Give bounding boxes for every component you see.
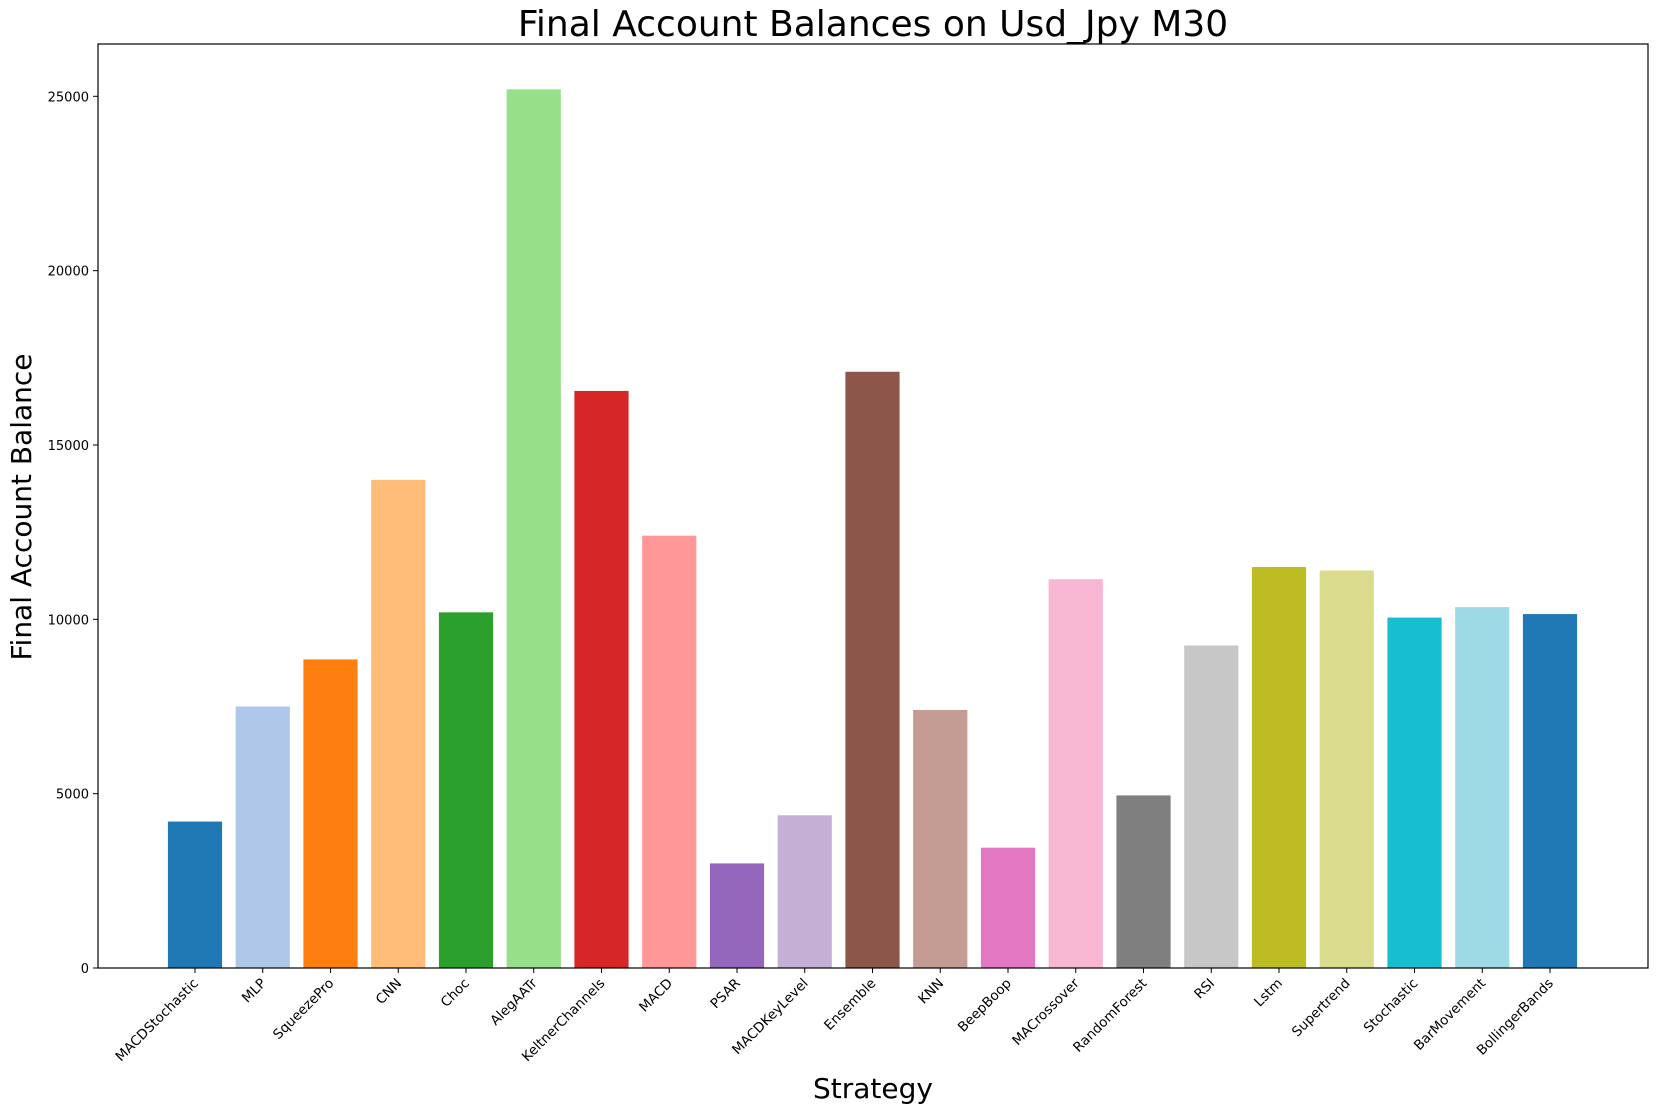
bar-choc: [438, 612, 494, 968]
y-tick-label: 25000: [48, 90, 89, 105]
bar-ensemble: [845, 371, 900, 968]
bar-randomforest: [1116, 795, 1171, 968]
bar-keltnerchannels: [574, 390, 629, 968]
chart-title: Final Account Balances on Usd_Jpy M30: [518, 4, 1228, 45]
x-tick-label: MACrossover: [1009, 975, 1083, 1049]
bar-beepboop: [980, 847, 1036, 968]
x-tick-label: RandomForest: [1070, 976, 1150, 1056]
x-tick-label: MACD: [636, 976, 676, 1016]
bar-alegaatr: [506, 89, 561, 968]
plot-frame: [97, 43, 1649, 969]
bar-bollingerbands: [1522, 614, 1578, 968]
x-axis-label: Strategy: [813, 1072, 933, 1105]
x-tick-label: AlegAATr: [487, 975, 541, 1029]
y-axis-ticks: 0 5000 10000 15000 20000 25000: [48, 90, 98, 977]
x-tick-label: Ensemble: [821, 976, 879, 1034]
bar-supertrend: [1319, 570, 1374, 968]
bar-stochastic: [1387, 617, 1442, 968]
bar-lstm: [1251, 567, 1307, 968]
bar-macdkeylevel: [777, 815, 832, 968]
bar-rsi: [1184, 645, 1239, 968]
x-tick-label: RSI: [1191, 976, 1218, 1003]
x-tick-label: MLP: [239, 976, 270, 1007]
x-tick-label: BarMovement: [1411, 976, 1489, 1054]
bar-squeezepro: [303, 659, 358, 968]
y-axis-label: Final Account Balance: [5, 353, 38, 660]
y-tick-label: 10000: [48, 613, 89, 628]
x-tick-label: MACDStochastic: [112, 976, 201, 1065]
x-tick-label: Choc: [438, 976, 473, 1011]
x-axis-ticks: MACDStochastic MLP SqueezePro CNN Choc AlegAA…: [112, 968, 1557, 1065]
y-tick-label: 0: [81, 962, 89, 977]
bar-cnn: [371, 479, 426, 968]
bars-group: [167, 89, 1578, 968]
x-tick-label: Stochastic: [1361, 976, 1422, 1037]
bar-mlp: [235, 706, 290, 968]
x-tick-label: BeepBoop: [955, 976, 1015, 1036]
x-tick-label: Lstm: [1251, 976, 1286, 1011]
bar-psar: [709, 863, 765, 968]
x-tick-label: CNN: [373, 976, 405, 1008]
x-tick-label: PSAR: [707, 976, 743, 1012]
bar-barmovement: [1455, 607, 1510, 968]
y-tick-label: 15000: [48, 439, 89, 454]
bar-macrossover: [1048, 579, 1103, 968]
x-tick-label: SqueezePro: [270, 976, 337, 1043]
x-tick-label: Supertrend: [1289, 976, 1354, 1041]
y-tick-label: 20000: [48, 265, 89, 280]
bar-macd: [642, 535, 697, 968]
y-tick-label: 5000: [56, 788, 89, 803]
x-tick-label: KNN: [915, 976, 947, 1008]
bar-macdstochastic: [167, 821, 223, 968]
bar-knn: [913, 709, 968, 968]
